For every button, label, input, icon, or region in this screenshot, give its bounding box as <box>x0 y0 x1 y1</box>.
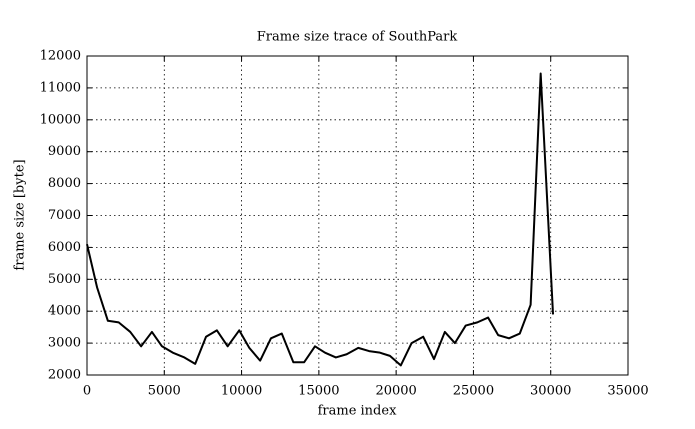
y-tick-label: 10000 <box>40 112 81 127</box>
line-series <box>86 72 555 367</box>
y-tick-label: 4000 <box>48 304 81 319</box>
x-tick-label: 25000 <box>453 384 494 399</box>
y-tick-label: 5000 <box>48 272 81 287</box>
y-tick-label: 7000 <box>48 208 81 223</box>
x-tick-label: 15000 <box>298 384 339 399</box>
y-tick-label: 2000 <box>48 368 81 383</box>
y-tick-label: 8000 <box>48 176 81 191</box>
chart-title: Frame size trace of SouthPark <box>257 30 458 45</box>
y-tick-label: 3000 <box>48 336 81 351</box>
x-tick-label: 20000 <box>375 384 416 399</box>
x-axis-label: frame index <box>318 404 397 419</box>
x-tick-label: 5000 <box>148 384 181 399</box>
y-axis-label: frame size [byte] <box>13 159 28 270</box>
y-tick-label: 11000 <box>40 80 81 95</box>
x-tick-label: 30000 <box>530 384 571 399</box>
x-tick-label: 10000 <box>221 384 262 399</box>
y-tick-label: 9000 <box>48 144 81 159</box>
plot-frame <box>86 55 629 376</box>
x-tick-label: 35000 <box>607 384 648 399</box>
x-tick-label: 0 <box>83 384 91 399</box>
y-tick-label: 6000 <box>48 240 81 255</box>
y-tick-label: 12000 <box>40 49 81 64</box>
